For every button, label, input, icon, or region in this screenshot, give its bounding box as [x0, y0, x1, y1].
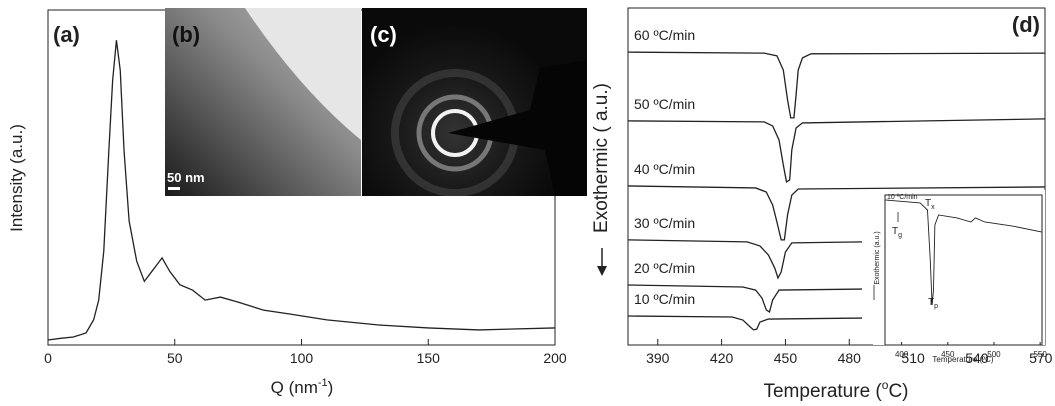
- plot-frame: [627, 7, 1046, 346]
- series-label: 10 ºC/min: [887, 194, 918, 201]
- series-label: 60 ºC/min: [634, 27, 695, 43]
- annotation: Tx: [925, 198, 935, 211]
- x-tick-label: 200: [543, 350, 567, 366]
- x-tick-label: 100: [290, 350, 314, 366]
- tem-image: [165, 8, 361, 196]
- panel-label: (a): [53, 22, 80, 47]
- x-tick-label: 390: [646, 350, 670, 366]
- x-tick-label: 450: [941, 350, 955, 359]
- panel-label: (b): [172, 22, 200, 47]
- x-tick-label: 150: [417, 350, 441, 366]
- data-line: [627, 315, 863, 331]
- x-tick-label: 420: [710, 350, 734, 366]
- x-axis-label: Q (nm-1): [271, 377, 334, 397]
- scale-bar: [168, 187, 180, 190]
- annotation: Tp: [928, 297, 938, 310]
- x-axis-label: Temperature (ºC): [932, 355, 993, 364]
- series-label: 20 ºC/min: [634, 260, 695, 276]
- x-tick-label: 0: [44, 350, 52, 366]
- annotation: Tg: [892, 226, 902, 239]
- panel-label: (c): [370, 22, 397, 47]
- data-line: [47, 40, 556, 341]
- x-tick-label: 570: [1029, 350, 1053, 366]
- x-tick-label: 480: [838, 350, 862, 366]
- data-line: [627, 284, 863, 313]
- x-tick-label: 400: [895, 350, 909, 359]
- series-label: 10 ºC/min: [634, 291, 695, 307]
- x-tick-label: 50: [167, 350, 183, 366]
- panel-label: (d): [1012, 12, 1040, 37]
- chart-d-inset: 400 450 500 550 10 ºC/min: [884, 194, 1047, 359]
- x-tick-label: 550: [1033, 350, 1047, 359]
- data-line: [884, 199, 1043, 305]
- x-axis-label: Temperature (oC): [763, 378, 908, 402]
- series-label: 30 ºC/min: [634, 215, 695, 231]
- y-axis-label: Intensity (a.u.): [7, 124, 26, 232]
- exothermic-arrow: [597, 248, 607, 276]
- data-line: [627, 118, 1046, 183]
- series-label: 40 ºC/min: [634, 161, 695, 177]
- data-line: [627, 185, 1046, 241]
- x-tick-label: 510: [901, 350, 925, 366]
- x-tick-label: 540: [965, 350, 989, 366]
- plot-frame: [884, 194, 1043, 346]
- x-tick-label: 450: [774, 350, 798, 366]
- data-line: [627, 51, 1046, 119]
- y-axis-label: Exothermic (a.u.): [874, 231, 881, 284]
- inset-background: [873, 190, 1045, 345]
- x-tick-label: 500: [987, 350, 1001, 359]
- data-line: [627, 239, 863, 280]
- scale-label: 50 nm: [167, 170, 205, 185]
- chart-d: 390 420 450 480 510 540 570 60 ºC/min 50 ºC/min 4…: [627, 7, 1053, 366]
- diffraction-image: [362, 8, 587, 196]
- y-axis-label: Exothermic ( a.u.): [591, 83, 612, 233]
- series-label: 50 ºC/min: [634, 96, 695, 112]
